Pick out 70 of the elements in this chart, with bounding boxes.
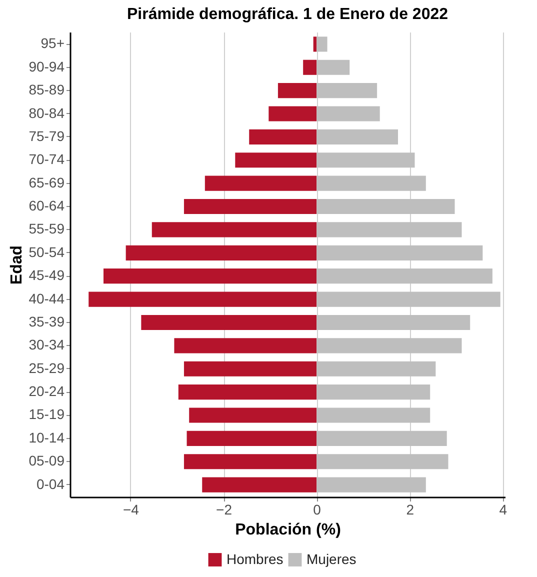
x-tick-label: −2: [216, 502, 232, 518]
bar: [184, 454, 317, 470]
bar: [189, 408, 317, 423]
bar: [316, 408, 430, 423]
bar: [316, 106, 380, 122]
legend-label: Hombres: [226, 550, 284, 567]
y-tick-label: 35-39: [28, 313, 65, 330]
y-tick-label: 0-04: [36, 476, 65, 492]
bar: [126, 245, 317, 260]
bar: [268, 106, 317, 122]
x-axis-title: Población (%): [235, 522, 341, 538]
bar: [316, 198, 455, 214]
y-tick-label: 25-29: [28, 360, 65, 376]
bar: [204, 176, 317, 191]
y-tick-label: 95+: [40, 35, 64, 52]
bar: [316, 36, 328, 52]
y-tick-label: 50-54: [28, 244, 65, 260]
bar: [88, 292, 317, 307]
bar: [184, 361, 317, 376]
y-axis-title: Edad: [8, 245, 26, 285]
y-tick-label: 90-94: [28, 58, 65, 74]
y-tick-label: 05-09: [28, 452, 65, 469]
x-tick-label: 2: [406, 502, 414, 518]
bar: [316, 361, 436, 376]
x-tick-label: −4: [122, 502, 140, 518]
bar: [178, 384, 317, 400]
bar: [174, 338, 317, 354]
bar: [249, 129, 317, 144]
bar: [316, 338, 462, 354]
bar: [103, 268, 317, 284]
y-tick-label: 30-34: [28, 336, 65, 353]
y-tick-label: 40-44: [28, 290, 65, 306]
x-tick-label: 4: [499, 502, 508, 518]
y-tick-label: 85-89: [28, 82, 65, 98]
bar: [316, 384, 430, 400]
bar: [316, 245, 483, 260]
bar: [316, 129, 398, 144]
y-tick-label: 75-79: [28, 128, 65, 144]
y-tick-label: 45-49: [28, 267, 65, 284]
y-tick-label: 80-84: [28, 104, 65, 121]
bar: [316, 430, 447, 446]
y-tick-label: 60-64: [28, 198, 65, 214]
bar: [278, 83, 317, 98]
bar: [316, 454, 448, 470]
y-tick-label: 15-19: [28, 406, 65, 422]
bar: [316, 176, 426, 191]
bar: [316, 60, 350, 75]
bar: [316, 222, 462, 238]
bar: [316, 314, 470, 330]
bar: [316, 268, 492, 284]
y-tick-label: 10-14: [28, 429, 65, 446]
legend-label: Mujeres: [306, 550, 356, 567]
bar: [316, 477, 426, 492]
y-tick-label: 65-69: [28, 174, 65, 190]
bar: [186, 430, 317, 446]
bar: [303, 60, 317, 75]
chart-title: Pirámide demográfica. 1 de Enero de 2022: [126, 6, 448, 23]
bar: [184, 198, 317, 214]
bar: [316, 83, 378, 98]
bar: [141, 314, 317, 330]
y-tick-label: 20-24: [28, 383, 65, 400]
y-tick-label: 55-59: [28, 220, 65, 237]
bar: [316, 292, 500, 307]
bar: [316, 152, 415, 168]
bar: [152, 222, 317, 238]
bar: [202, 477, 317, 492]
y-tick-label: 70-74: [28, 151, 65, 168]
x-tick-label: 0: [313, 502, 322, 518]
bar: [235, 152, 317, 168]
bar: [313, 36, 317, 52]
